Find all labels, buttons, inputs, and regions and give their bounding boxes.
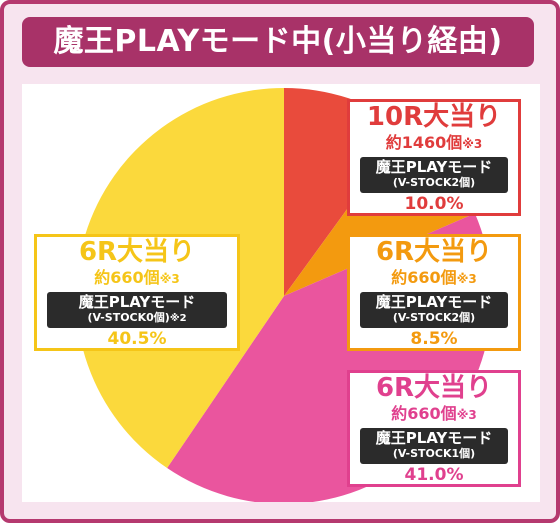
stock-label: (V-STOCK2個) bbox=[392, 311, 476, 324]
legend-count-note: ※3 bbox=[456, 408, 477, 422]
legend-box-6r-orange: 6R大当り 約660個※3 魔王PLAYモード (V-STOCK2個) 8.5% bbox=[347, 234, 521, 351]
mode-label: 魔王PLAYモード bbox=[375, 158, 493, 176]
stock-label-line: (V-STOCK1個) bbox=[360, 447, 508, 461]
legend-title: 10R大当り bbox=[366, 102, 502, 132]
mode-badge: 魔王PLAYモード (V-STOCK2個) bbox=[360, 157, 508, 193]
legend-count-note: ※3 bbox=[159, 272, 180, 286]
legend-title: 6R大当り bbox=[375, 237, 493, 267]
legend-percent: 40.5% bbox=[107, 329, 167, 349]
mode-label: 魔王PLAYモード bbox=[375, 429, 493, 447]
mode-label: 魔王PLAYモード bbox=[375, 293, 493, 311]
legend-title: 6R大当り bbox=[78, 237, 196, 267]
legend-count: 約660個 bbox=[391, 268, 457, 287]
legend-count-line: 約660個※3 bbox=[350, 405, 518, 424]
chart-panel: 10R大当り 約1460個※3 魔王PLAYモード (V-STOCK2個) 10… bbox=[22, 84, 540, 502]
mode-badge: 魔王PLAYモード (V-STOCK1個) bbox=[360, 428, 508, 464]
legend-box-10r: 10R大当り 約1460個※3 魔王PLAYモード (V-STOCK2個) 10… bbox=[347, 99, 521, 216]
legend-count-line: 約1460個※3 bbox=[350, 134, 518, 153]
legend-count-note: ※3 bbox=[456, 272, 477, 286]
legend-title: 6R大当り bbox=[375, 373, 493, 403]
legend-count-note: ※3 bbox=[462, 137, 483, 151]
stock-label: (V-STOCK1個) bbox=[392, 447, 476, 460]
mode-badge: 魔王PLAYモード (V-STOCK0個)※2 bbox=[47, 292, 227, 328]
legend-count: 約660個 bbox=[391, 404, 457, 423]
legend-count: 約1460個 bbox=[385, 133, 463, 152]
legend-percent: 41.0% bbox=[404, 465, 464, 485]
legend-count-line: 約660個※3 bbox=[37, 269, 237, 288]
stock-label-line: (V-STOCK2個) bbox=[360, 176, 508, 190]
legend-count-line: 約660個※3 bbox=[350, 269, 518, 288]
legend-box-6r-pink: 6R大当り 約660個※3 魔王PLAYモード (V-STOCK1個) 41.0… bbox=[347, 370, 521, 487]
legend-percent: 8.5% bbox=[410, 329, 458, 349]
legend-box-6r-yellow: 6R大当り 約660個※3 魔王PLAYモード (V-STOCK0個)※2 40… bbox=[34, 234, 240, 351]
stock-label-line: (V-STOCK2個) bbox=[360, 311, 508, 325]
stock-label-line: (V-STOCK0個)※2 bbox=[47, 311, 227, 325]
stock-label: (V-STOCK0個) bbox=[87, 311, 170, 324]
legend-count: 約660個 bbox=[94, 268, 160, 287]
mode-badge: 魔王PLAYモード (V-STOCK2個) bbox=[360, 292, 508, 328]
legend-percent: 10.0% bbox=[404, 194, 464, 214]
stock-note: ※2 bbox=[169, 313, 187, 324]
page-title: 魔王PLAYモード中(小当り経由) bbox=[22, 17, 534, 67]
mode-label: 魔王PLAYモード bbox=[78, 293, 196, 311]
stock-label: (V-STOCK2個) bbox=[392, 176, 476, 189]
